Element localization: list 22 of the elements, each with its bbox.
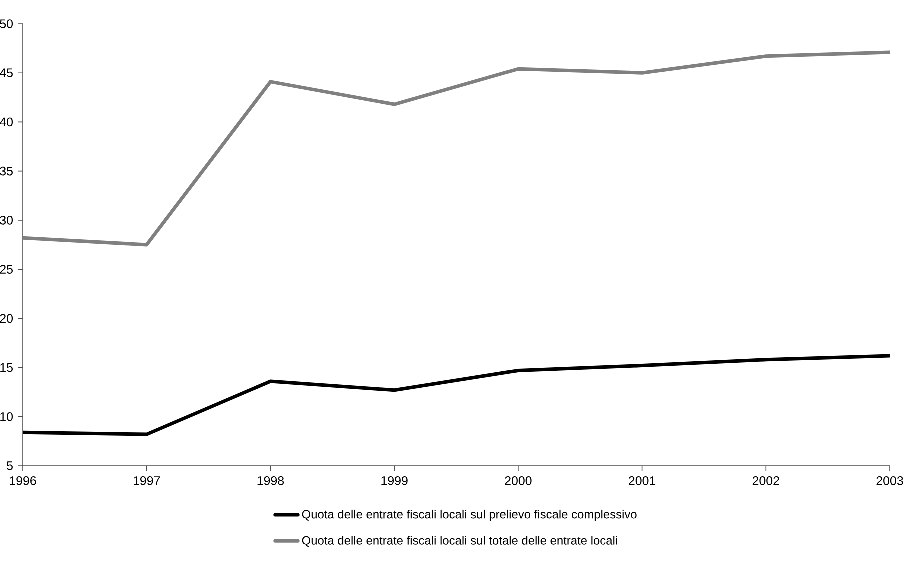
y-tick-label: 30 xyxy=(0,216,13,225)
legend-label: Quota delle entrate fiscali locali sul prelievo fiscale complessivo xyxy=(302,510,637,522)
x-tick-label: 1996 xyxy=(10,476,36,486)
line-series xyxy=(23,354,890,436)
y-tick-label: 10 xyxy=(0,412,13,422)
x-tick-label: 1998 xyxy=(258,476,284,486)
x-tick-label: 2003 xyxy=(876,476,904,486)
y-tick-label: 50 xyxy=(0,20,13,28)
y-tick-label: 35 xyxy=(0,166,13,176)
legend-label: Quota delle entrate fiscali locali sul totale delle entrate locali xyxy=(302,536,618,548)
x-tick-label: 1997 xyxy=(134,476,160,486)
x-tick-label: 1999 xyxy=(382,476,408,486)
x-tick-label: 2002 xyxy=(752,476,780,486)
y-tick-label: 45 xyxy=(0,68,13,78)
y-tick-label: 40 xyxy=(0,118,13,127)
x-tick-label: 2001 xyxy=(629,476,656,486)
y-tick-label: 5 xyxy=(7,462,13,470)
line-series xyxy=(23,50,890,247)
y-tick-label: 20 xyxy=(0,314,13,324)
x-tick-label: 2000 xyxy=(505,476,532,486)
y-tick-label: 15 xyxy=(0,363,13,372)
y-tick-label: 25 xyxy=(0,265,13,274)
